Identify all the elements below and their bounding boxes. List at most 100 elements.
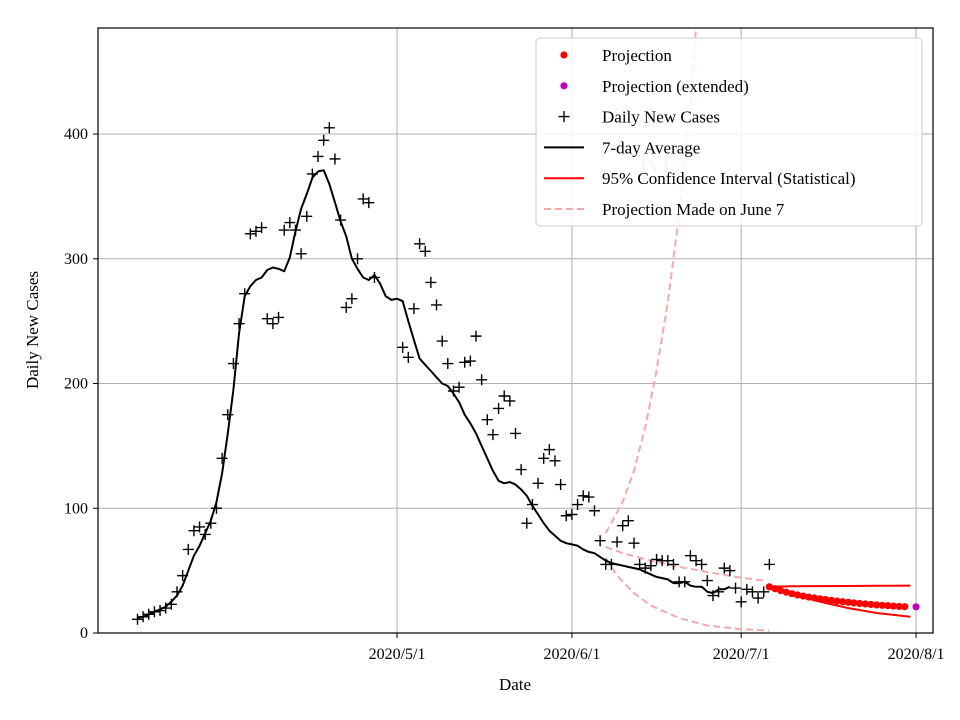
daily-case-marker — [250, 225, 262, 237]
daily-case-marker — [329, 153, 341, 165]
daily-case-marker — [470, 330, 482, 342]
daily-case-marker — [628, 537, 640, 549]
daily-case-marker — [476, 374, 488, 386]
daily-case-marker — [425, 276, 437, 288]
daily-case-marker — [549, 455, 561, 467]
daily-case-marker — [718, 562, 730, 574]
daily-case-marker — [707, 590, 719, 602]
daily-case-marker — [763, 558, 775, 570]
daily-case-marker — [577, 490, 589, 502]
daily-case-marker — [267, 318, 279, 330]
daily-case-marker — [188, 525, 200, 537]
daily-case-marker — [273, 311, 285, 323]
daily-case-marker — [622, 515, 634, 527]
daily-case-marker — [594, 535, 606, 547]
daily-case-marker — [684, 550, 696, 562]
projection-point — [788, 590, 796, 598]
daily-case-marker — [543, 444, 555, 456]
daily-case-marker — [515, 464, 527, 476]
daily-case-marker — [459, 356, 471, 368]
daily-case-marker — [357, 193, 369, 205]
daily-case-marker — [340, 301, 352, 313]
legend-marker-projection — [560, 51, 568, 59]
projection-point — [822, 595, 830, 604]
daily-case-marker — [278, 224, 290, 236]
daily-case-marker — [493, 402, 505, 414]
x-tick-label: 2020/6/1 — [543, 646, 600, 663]
legend: Projection Projection (extended) Daily New… — [535, 37, 923, 227]
projection-point — [867, 600, 875, 609]
projection-point — [856, 599, 864, 608]
y-tick-label: 100 — [64, 500, 88, 517]
legend-box — [535, 37, 923, 227]
daily-case-marker — [436, 335, 448, 347]
daily-case-marker — [227, 358, 239, 370]
daily-case-marker — [498, 390, 510, 402]
daily-case-marker — [363, 197, 375, 209]
daily-case-marker — [701, 575, 713, 587]
projection-point — [805, 593, 813, 601]
daily-case-marker — [555, 479, 567, 491]
daily-case-marker — [696, 558, 708, 570]
daily-case-marker — [323, 122, 335, 134]
projection-point — [901, 603, 909, 611]
daily-case-marker — [312, 150, 324, 162]
daily-case-marker — [487, 429, 499, 441]
projection-point — [895, 602, 903, 611]
daily-case-marker — [464, 355, 476, 367]
daily-case-marker — [566, 508, 578, 520]
legend-marker-projection_extended — [560, 82, 568, 90]
daily-case-marker — [521, 517, 533, 529]
y-tick-label: 400 — [64, 126, 88, 143]
daily-case-marker — [758, 586, 770, 598]
y-axis-label: Daily New Cases — [23, 271, 42, 389]
projection-point — [884, 602, 892, 610]
daily-case-marker — [194, 521, 206, 533]
seven-day-average-line — [137, 169, 731, 619]
projection-point — [777, 586, 785, 595]
daily-case-marker — [617, 520, 629, 532]
daily-case-marker — [690, 555, 702, 567]
daily-case-marker — [301, 210, 313, 222]
daily-case-marker — [752, 592, 764, 604]
daily-case-marker — [583, 491, 595, 503]
daily-case-marker — [244, 228, 256, 240]
projection-point — [799, 592, 807, 600]
x-tick-label: 2020/7/1 — [713, 646, 770, 663]
daily-case-marker — [222, 409, 234, 421]
daily-case-marker — [295, 248, 307, 260]
daily-case-marker — [735, 596, 747, 608]
projection-point — [816, 595, 824, 603]
daily-case-marker — [645, 560, 657, 572]
daily-case-marker — [667, 558, 679, 570]
y-tick-label: 200 — [64, 376, 88, 393]
daily-case-marker — [397, 341, 409, 353]
plot-frame — [97, 27, 934, 634]
projection-point — [878, 601, 886, 609]
daily-case-marker — [318, 134, 330, 146]
daily-case-marker — [634, 558, 646, 570]
daily-case-marker — [741, 583, 753, 595]
legend-label-projection: Projection — [602, 46, 672, 65]
daily-case-marker — [730, 582, 742, 594]
daily-case-marker — [560, 510, 572, 522]
projection-point — [844, 598, 852, 606]
daily-case-marker — [588, 505, 600, 517]
daily-case-marker — [284, 217, 296, 229]
projection-extended-point — [912, 603, 920, 611]
daily-case-marker — [182, 543, 194, 555]
y-tick-label: 0 — [80, 625, 88, 642]
legend-label-cases: Daily New Cases — [602, 108, 720, 127]
daily-case-marker — [402, 351, 414, 363]
daily-case-marker — [662, 555, 674, 567]
projection-point — [782, 588, 790, 596]
x-tick-label: 2020/5/1 — [369, 646, 426, 663]
confidence-interval-line — [769, 584, 911, 588]
projection-point — [833, 597, 841, 605]
daily-case-marker — [442, 358, 454, 370]
daily-case-marker — [414, 238, 426, 250]
daily-case-marker — [352, 253, 364, 265]
daily-case-marker — [408, 303, 420, 315]
legend-marker-cases — [558, 111, 570, 123]
